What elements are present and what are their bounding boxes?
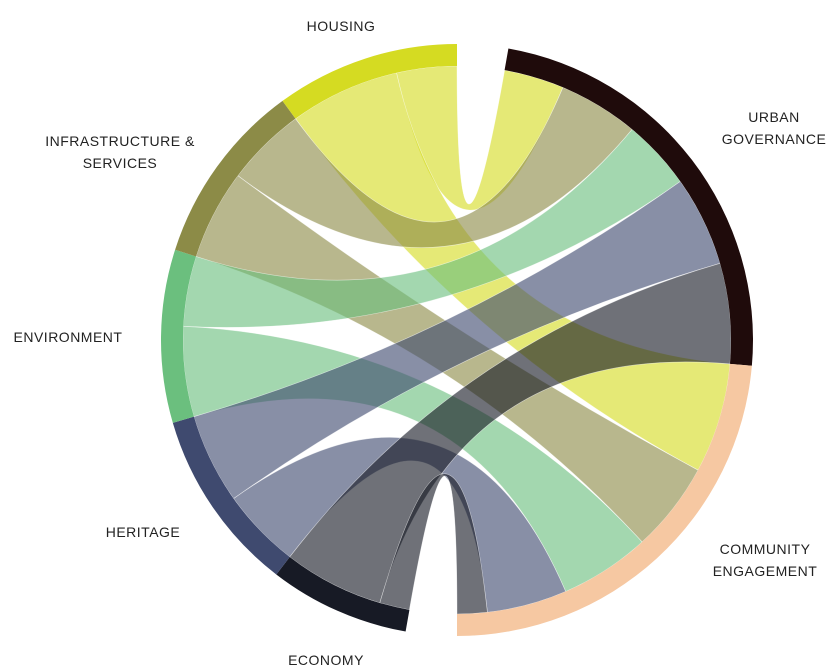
group-arc	[504, 48, 754, 366]
ribbon	[379, 473, 488, 615]
group-arc	[276, 557, 410, 632]
group-arc	[172, 416, 290, 575]
group-arc	[161, 249, 197, 423]
group-label: COMMUNITY ENGAGEMENT	[712, 541, 818, 579]
ribbon	[289, 262, 732, 604]
group-label: ECONOMY	[288, 652, 364, 668]
group-label: HOUSING	[306, 18, 376, 34]
group-label: URBAN GOVERNANCE	[721, 109, 827, 147]
group-arc	[457, 363, 752, 636]
ribbon	[193, 180, 721, 500]
group-label: HERITAGE	[105, 524, 181, 540]
ribbon	[396, 65, 564, 211]
group-label: ENVIRONMENT	[13, 329, 123, 345]
group-arc	[282, 44, 457, 119]
group-label: INFRASTRUCTURE & SERVICES	[45, 133, 195, 171]
group-arc	[175, 100, 296, 257]
